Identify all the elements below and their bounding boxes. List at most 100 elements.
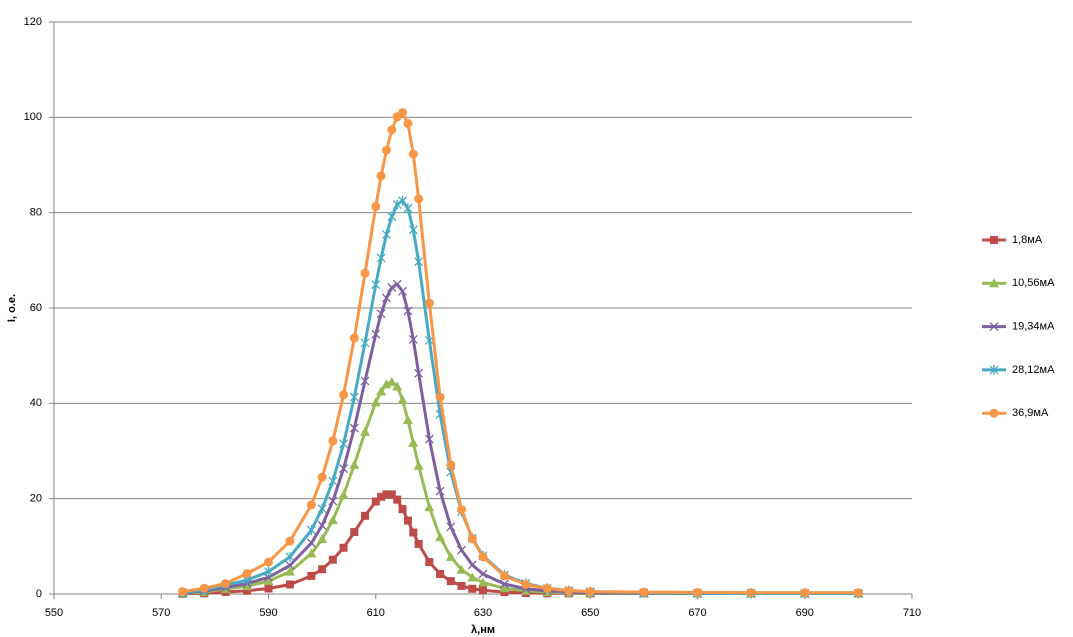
marker	[414, 539, 423, 548]
x-tick-label: 670	[688, 607, 706, 619]
marker	[264, 584, 273, 593]
marker	[585, 587, 595, 597]
marker	[285, 536, 295, 546]
marker	[542, 584, 552, 594]
marker	[397, 394, 408, 404]
marker	[360, 268, 370, 278]
marker	[457, 545, 467, 555]
marker	[392, 381, 403, 391]
marker	[349, 459, 360, 469]
marker	[371, 279, 381, 290]
marker	[361, 511, 370, 520]
marker	[403, 516, 412, 525]
marker	[457, 505, 467, 515]
marker	[243, 586, 252, 595]
marker	[456, 564, 467, 574]
marker	[306, 538, 316, 548]
marker	[360, 426, 371, 436]
marker	[408, 437, 419, 447]
x-tick-label: 550	[45, 607, 63, 619]
x-tick-label: 590	[259, 607, 277, 619]
marker	[371, 497, 380, 506]
marker	[306, 500, 316, 510]
marker	[339, 438, 349, 449]
marker	[382, 229, 391, 240]
marker	[408, 149, 418, 159]
marker	[360, 376, 370, 386]
marker	[328, 496, 338, 506]
marker	[371, 329, 381, 339]
marker	[349, 333, 359, 343]
marker	[414, 194, 424, 204]
x-tick-label: 630	[474, 607, 492, 619]
marker	[424, 434, 434, 444]
marker	[414, 256, 424, 267]
marker	[402, 415, 413, 425]
marker	[285, 560, 295, 570]
marker	[387, 490, 396, 499]
marker	[349, 392, 359, 403]
marker	[468, 584, 477, 593]
marker	[371, 201, 381, 211]
x-tick-label: 570	[152, 607, 170, 619]
marker	[386, 376, 397, 386]
marker	[479, 586, 487, 595]
marker	[398, 286, 408, 296]
marker	[989, 322, 999, 332]
y-tick-label: 0	[36, 588, 42, 600]
marker	[408, 224, 418, 235]
marker	[398, 195, 408, 206]
marker	[306, 548, 317, 558]
marker	[381, 145, 391, 155]
marker	[376, 252, 386, 263]
marker	[328, 476, 338, 487]
marker	[339, 464, 349, 474]
marker	[221, 579, 231, 589]
marker	[564, 586, 574, 596]
marker	[317, 520, 327, 530]
marker	[339, 543, 348, 552]
x-axis-title: λ,нм	[471, 624, 495, 636]
marker	[499, 583, 510, 593]
marker	[263, 576, 274, 586]
marker	[478, 577, 488, 587]
marker	[424, 502, 435, 512]
marker	[467, 560, 477, 570]
marker	[392, 199, 402, 210]
marker	[317, 534, 328, 544]
marker	[387, 211, 397, 222]
y-tick-label: 120	[24, 16, 42, 28]
marker	[284, 566, 295, 576]
marker	[414, 368, 424, 378]
legend-label: 19,34мА	[1012, 321, 1055, 333]
marker	[382, 293, 391, 303]
marker	[989, 408, 999, 418]
marker	[178, 587, 188, 597]
marker	[382, 490, 391, 499]
y-tick-label: 80	[30, 207, 42, 219]
marker	[457, 581, 466, 590]
marker	[398, 108, 408, 118]
marker	[285, 580, 294, 589]
y-tick-label: 20	[30, 493, 42, 505]
marker	[339, 390, 349, 400]
marker	[403, 306, 413, 316]
series	[178, 108, 863, 598]
marker	[393, 495, 402, 504]
marker	[403, 119, 413, 129]
marker	[350, 528, 359, 537]
marker	[327, 515, 338, 525]
marker	[318, 565, 327, 574]
marker	[800, 588, 810, 598]
legend-label: 10,56мА	[1012, 277, 1055, 289]
marker	[317, 503, 327, 514]
legend-label: 1,8мА	[1012, 234, 1043, 246]
marker	[446, 577, 455, 586]
marker	[446, 460, 456, 470]
marker	[746, 588, 756, 598]
marker	[435, 392, 445, 402]
legend-label: 36,9мА	[1012, 407, 1049, 419]
marker	[376, 309, 386, 319]
